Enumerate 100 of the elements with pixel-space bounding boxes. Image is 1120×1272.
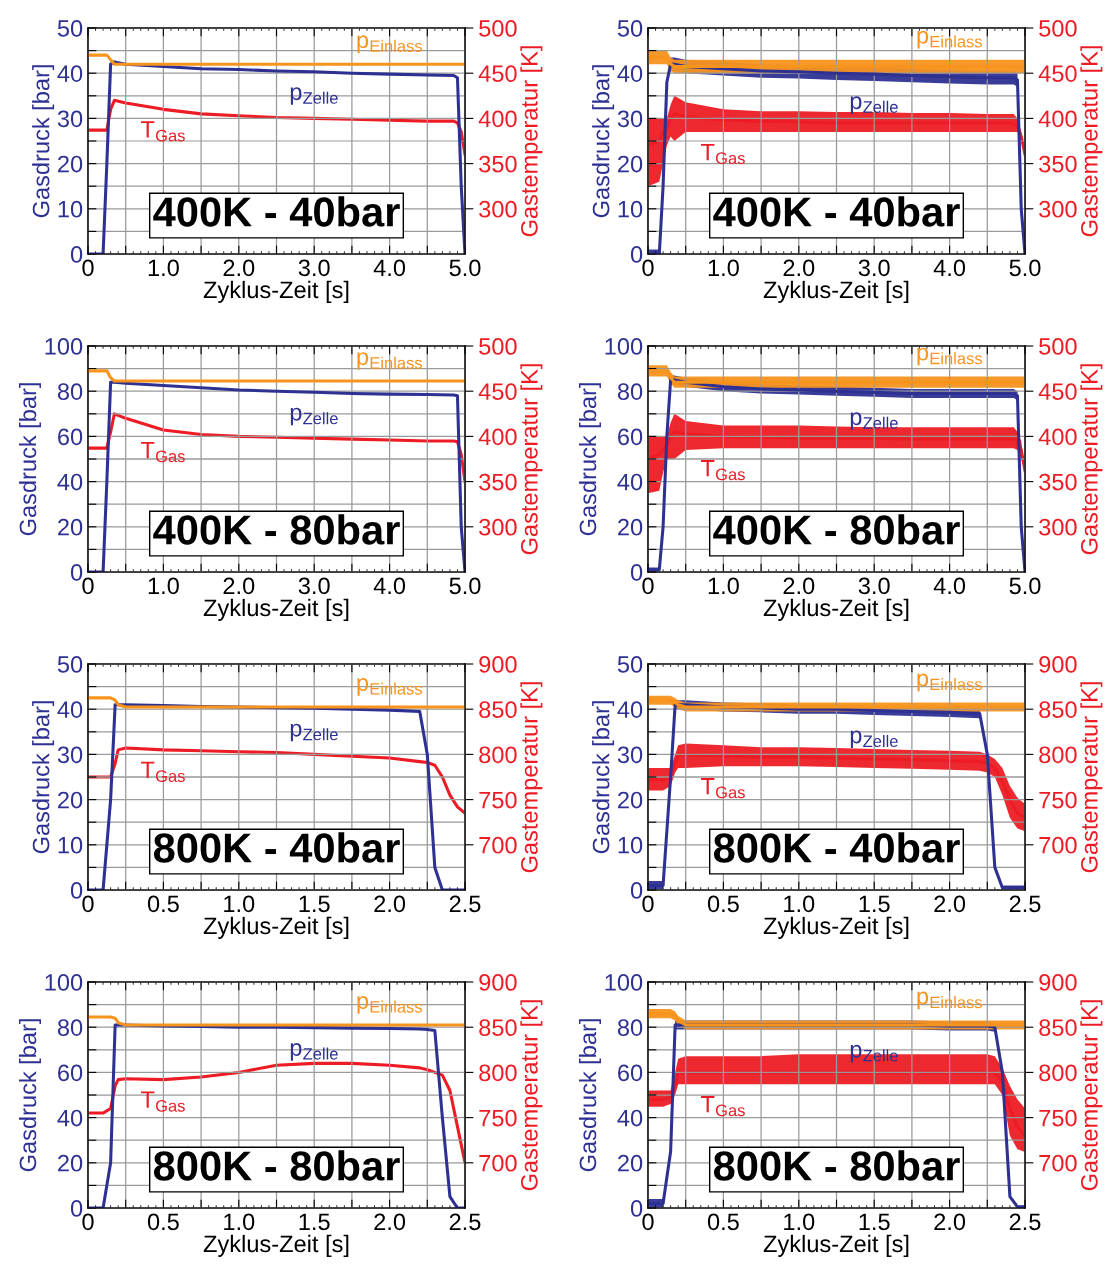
y2-axis-title: Gastemperatur [K] (520, 682, 543, 873)
y-tick-label: 40 (57, 701, 83, 718)
series-label: T$_{Gas}$ (701, 460, 745, 481)
y-tick-label: 50 (57, 656, 83, 673)
y-tick-label: 80 (617, 383, 643, 400)
annotation: 400K - 40bar (713, 196, 960, 227)
y-tick-label: 20 (618, 155, 643, 173)
series-label: p$_{Einlass}$ (357, 352, 422, 370)
x-tick-label: 2.0 (374, 895, 406, 913)
y-tick-label: 20 (58, 518, 83, 536)
y-tick-label: 10 (618, 836, 643, 854)
y-tick-label: 20 (58, 791, 83, 809)
y-axis-title: Gasdruck [bar] (592, 701, 615, 854)
x-axis-title: Zyklus-Zeit [s] (763, 598, 909, 621)
y2-tick-label: 900 (1039, 656, 1077, 673)
y-tick-label: 80 (617, 1019, 643, 1036)
x-tick-label: 0 (642, 577, 654, 595)
y2-tick-label: 750 (1039, 1109, 1077, 1127)
y-tick-label: 40 (57, 1109, 83, 1127)
series-label: T$_{Gas}$ (701, 143, 745, 165)
y2-tick-label: 350 (1039, 473, 1077, 491)
series-label: T$_{Gas}$ (141, 442, 185, 463)
y-tick-label: 60 (58, 1064, 83, 1082)
x-axis-title: Zyklus-Zeit [s] (203, 1234, 349, 1257)
x-tick-label: 3.0 (858, 259, 890, 277)
y-tick-label: 0 (630, 246, 643, 263)
y2-tick-label: 700 (479, 836, 517, 854)
y-tick-label: 0 (70, 246, 83, 263)
x-axis-title: Zyklus-Zeit [s] (203, 598, 349, 621)
y-tick-label: 100 (45, 974, 83, 991)
x-tick-label: 0 (82, 1213, 94, 1231)
annotation: 800K - 40bar (713, 832, 960, 863)
y-tick-label: 100 (45, 338, 83, 355)
annotation: 400K - 80bar (153, 514, 400, 545)
series-label: p$_{Einlass}$ (917, 347, 982, 366)
x-tick-label: 4.0 (933, 577, 966, 595)
x-tick-label: 1.5 (299, 895, 330, 913)
y2-tick-label: 500 (1039, 338, 1077, 355)
x-tick-label: 5.0 (1009, 259, 1041, 277)
x-tick-label: 5.0 (449, 259, 481, 277)
series-label: p$_{Zelle}$ (850, 96, 898, 114)
y2-tick-label: 500 (1039, 20, 1077, 37)
y-tick-label: 0 (70, 882, 83, 899)
x-tick-label: 2.0 (223, 259, 255, 277)
y2-axis-title: Gastemperatur [K] (520, 46, 543, 237)
x-tick-label: 2.5 (449, 1213, 481, 1231)
y2-axis-title: Gastemperatur [K] (1080, 1000, 1103, 1191)
y2-tick-label: 800 (479, 746, 517, 764)
y2-tick-label: 750 (479, 1109, 517, 1127)
y2-tick-label: 450 (1038, 383, 1077, 400)
y-tick-label: 20 (618, 1154, 643, 1172)
y2-axis-title: Gastemperatur [K] (1080, 364, 1103, 555)
series-label: p$_{Zelle}$ (290, 407, 338, 426)
y2-tick-label: 850 (479, 1019, 517, 1036)
x-tick-label: 1.0 (224, 895, 255, 913)
series-label: T$_{Gas}$ (141, 121, 185, 142)
y-tick-label: 40 (57, 473, 83, 491)
x-axis-title: Zyklus-Zeit [s] (763, 280, 909, 303)
y-axis-title: Gasdruck [bar] (18, 1019, 41, 1172)
y2-tick-label: 700 (479, 1154, 517, 1172)
series-label: p$_{Zelle}$ (290, 1043, 338, 1061)
y2-tick-label: 750 (479, 791, 517, 809)
x-tick-label: 1.5 (859, 1213, 890, 1231)
x-tick-label: 2.0 (374, 1213, 406, 1231)
x-tick-label: 2.5 (1009, 1213, 1041, 1231)
y-tick-label: 20 (58, 1154, 83, 1172)
y-tick-label: 40 (617, 65, 643, 82)
y2-tick-label: 450 (478, 383, 517, 400)
annotation: 400K - 80bar (713, 514, 960, 545)
y-tick-label: 30 (57, 110, 83, 128)
x-tick-label: 2.0 (934, 895, 966, 913)
y2-tick-label: 900 (1039, 974, 1077, 991)
y-tick-label: 10 (618, 200, 643, 218)
x-tick-label: 1.0 (148, 259, 179, 277)
y-axis-title: Gasdruck [bar] (32, 701, 55, 854)
y2-tick-label: 300 (479, 518, 517, 536)
x-tick-label: 1.0 (708, 259, 739, 277)
line-series (88, 1015, 465, 1027)
y-tick-label: 20 (618, 791, 643, 809)
y2-axis-title: Gastemperatur [K] (1080, 46, 1103, 237)
y2-axis-title: Gastemperatur [K] (1080, 682, 1103, 873)
x-tick-label: 0 (642, 1213, 654, 1231)
series-label: T$_{Gas}$ (141, 1091, 185, 1112)
y-tick-label: 0 (630, 1200, 643, 1217)
y2-tick-label: 300 (1039, 518, 1077, 536)
x-tick-label: 3.0 (298, 259, 330, 277)
x-tick-label: 1.5 (859, 895, 890, 913)
series-label: p$_{Zelle}$ (290, 723, 338, 742)
y-axis-title: Gasdruck [bar] (592, 65, 615, 218)
series-label: p$_{Einlass}$ (917, 30, 982, 49)
y-axis-title: Gasdruck [bar] (578, 1019, 601, 1172)
y2-tick-label: 800 (1039, 1064, 1077, 1082)
x-tick-label: 1.0 (784, 895, 815, 913)
x-tick-label: 2.0 (783, 577, 815, 595)
y-tick-label: 60 (618, 1064, 643, 1082)
y-tick-label: 20 (58, 155, 83, 173)
y2-tick-label: 450 (478, 65, 517, 82)
x-tick-label: 3.0 (298, 577, 330, 595)
y2-tick-label: 850 (479, 701, 517, 718)
y-tick-label: 60 (58, 428, 83, 446)
